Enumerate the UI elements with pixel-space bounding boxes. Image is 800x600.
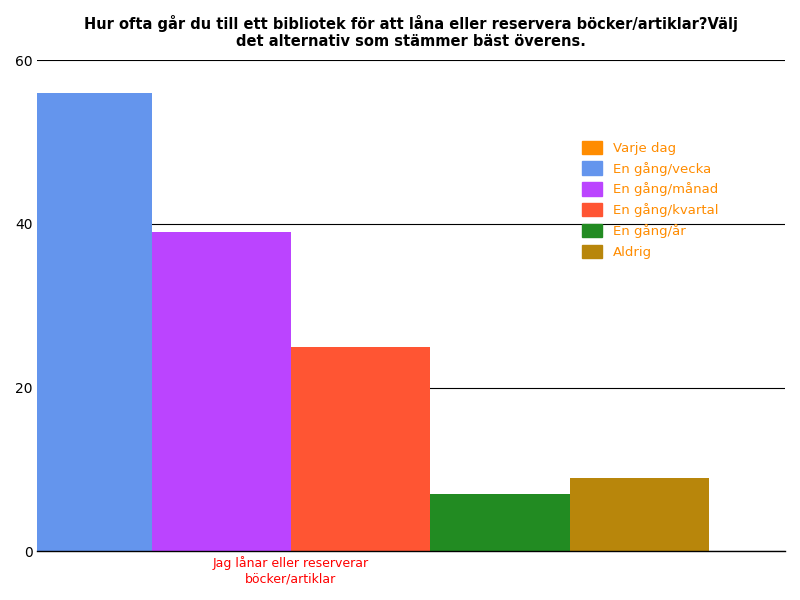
Bar [430,494,570,551]
Legend: Varje dag, En gång/vecka, En gång/månad, En gång/kvartal, En gång/år, Aldrig: Varje dag, En gång/vecka, En gång/månad,… [582,140,718,259]
Bar [151,232,291,551]
Bar [0,453,12,551]
Bar [12,93,151,551]
Bar [570,478,709,551]
Title: Hur ofta går du till ett bibliotek för att låna eller reservera böcker/artiklar?: Hur ofta går du till ett bibliotek för a… [84,15,738,49]
Bar [291,347,430,551]
